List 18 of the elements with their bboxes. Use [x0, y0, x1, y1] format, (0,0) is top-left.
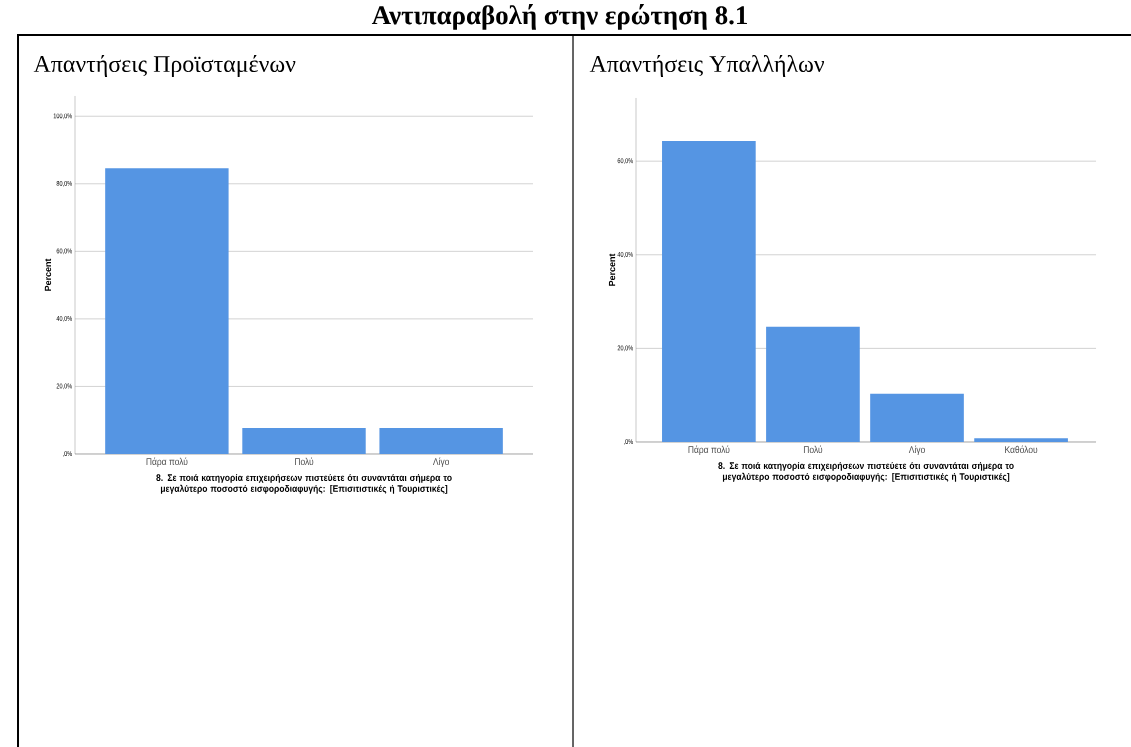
y-axis-title: Percent: [608, 253, 616, 286]
chart-title: Απαντήσεις Προϊσταμένων: [33, 55, 296, 77]
bar: [766, 326, 860, 442]
x-tick-label: Πολύ: [295, 457, 314, 466]
x-tick-label: Λίγο: [432, 457, 450, 468]
bar: [974, 438, 1068, 442]
y-axis-title: Percent: [44, 258, 52, 291]
text: Αντιπαραβολή στην ερώτηση 8.1: [371, 4, 747, 30]
bar: [870, 393, 964, 442]
chart-title: Απαντήσεις Υπαλλήλων: [589, 55, 825, 77]
bar: [662, 141, 756, 442]
x-tick-label: Λίγο: [908, 445, 925, 456]
x-tick-label: Πολύ: [803, 445, 823, 454]
x-tick-label: Πάρα πολύ: [146, 457, 188, 468]
x-tick-label: Πάρα πολύ: [688, 445, 730, 456]
x-axis-title: 8. Σε ποιά κατηγορία επιχειρήσεων πιστεύετε ότι συναντάται σήμερα το μεγαλύτερο ποσοστό εισφοροδιαφυγής: [Επισιτιστικές ή Τουριστικές]: [718, 461, 1014, 482]
x-tick-label: Καθόλου: [1005, 445, 1038, 454]
x-axis-title: 8. Σε ποιά κατηγορία επιχειρήσεων πιστεύετε ότι συναντάται σήμερα το μεγαλύτερο ποσοστό εισφοροδιαφυγής: [Επισιτιστικές ή Τουριστικές]: [156, 473, 452, 494]
